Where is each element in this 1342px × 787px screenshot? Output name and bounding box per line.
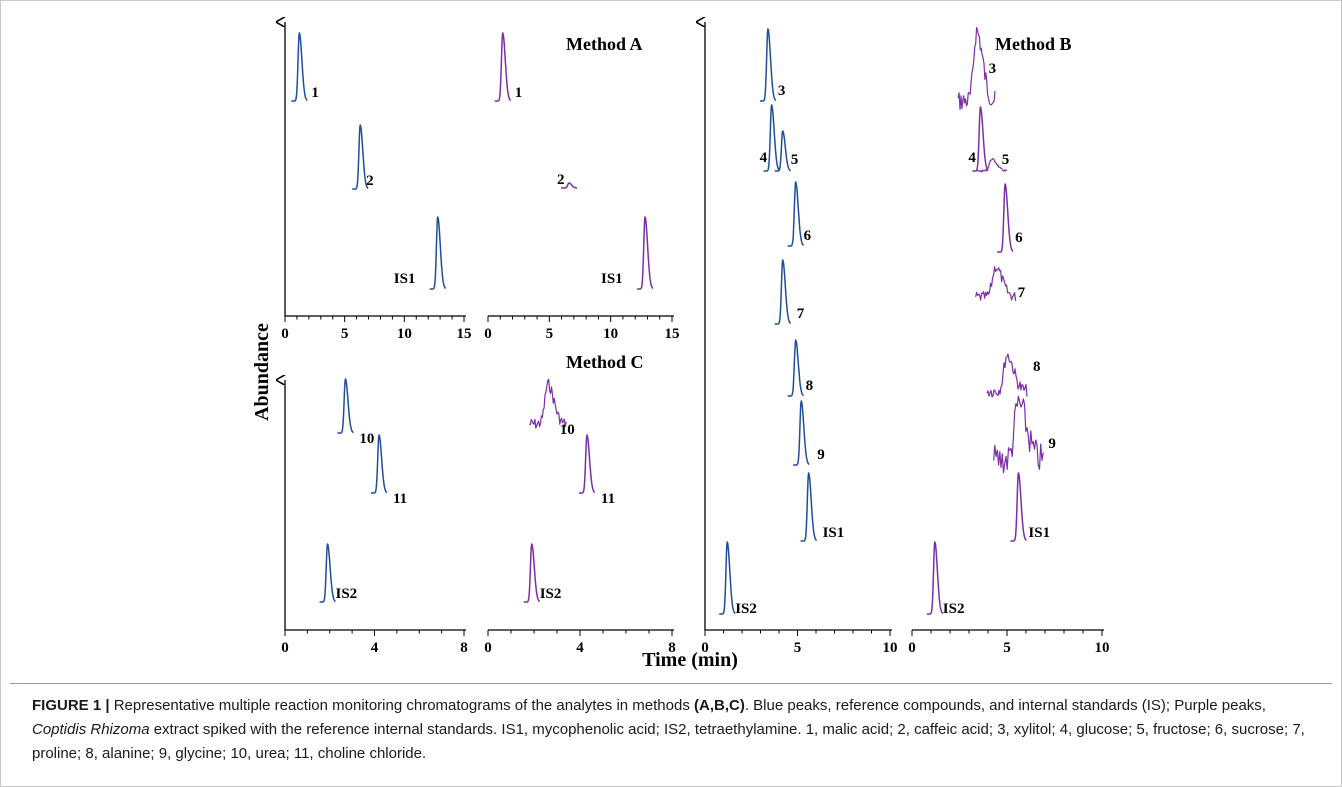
panel-3-tick-label: 0 [281, 640, 289, 656]
panel-5-peak-label-9: 9 [817, 447, 825, 463]
panel-6-peak-label-4: 4 [968, 150, 976, 166]
panel-5-peak-label-8: 8 [806, 378, 814, 394]
panel-2-peak-IS1 [636, 216, 654, 290]
panel-3-peak-11 [370, 434, 388, 494]
panel-2-peak-1 [494, 32, 512, 102]
panel-2-peak-label-1: 1 [515, 85, 523, 101]
panel-6-peak-IS2 [926, 541, 944, 615]
panel-6-peak-IS1 [1010, 472, 1027, 542]
figure-caption: FIGURE 1 | Representative multiple react… [32, 694, 1322, 766]
panel-5-peak-6 [787, 181, 805, 247]
panel-6-peak-label-6: 6 [1015, 230, 1023, 246]
caption-text-1: Representative multiple reaction monitor… [109, 697, 695, 714]
panel-5-peak-3 [759, 28, 777, 102]
panel-6-tick-label: 0 [908, 640, 916, 656]
panel-2-tick-label: 0 [484, 326, 492, 342]
panel-1-peak-IS1 [429, 216, 447, 290]
caption-methods-ref: (A,B,C) [694, 697, 745, 714]
panel-4-tick-label: 8 [668, 640, 676, 656]
panel-2-peak-label-IS1: IS1 [601, 271, 623, 287]
panel-1-tick-label: 0 [281, 326, 289, 342]
panel-1-peak-label-2: 2 [366, 173, 374, 189]
panel-6-peak-9 [993, 395, 1044, 474]
panel-3-peak-label-10: 10 [359, 431, 374, 447]
panel-6-peak-label-IS2: IS2 [943, 601, 965, 617]
caption-label: FIGURE 1 | [32, 697, 110, 714]
method-a-title: Method A [566, 34, 643, 54]
panel-5-peak-label-3: 3 [778, 83, 786, 99]
panel-5-peak-label-4: 4 [760, 150, 768, 166]
panel-6-peak-label-8: 8 [1033, 359, 1041, 375]
panel-5-peak-label-7: 7 [797, 306, 805, 322]
panel-2-tick-label: 15 [665, 326, 680, 342]
panel-5-peak-9 [792, 400, 810, 466]
panel-3-peak-label-IS2: IS2 [336, 586, 358, 602]
panel-5-tick-label: 5 [794, 640, 802, 656]
panel-5-peak-7 [774, 259, 792, 325]
panel-2-tick-label: 5 [546, 326, 554, 342]
panel-6-peak-label-9: 9 [1048, 436, 1056, 452]
panel-4-peak-label-11: 11 [601, 491, 615, 507]
panel-6-tick-label: 5 [1003, 640, 1011, 656]
panel-5-peak-IS2 [718, 541, 736, 615]
labels-layer: 0 5 10 15 1 2 IS1 0 5 10 15 1 2 IS1 0 4 8 10 11 IS2 0 4 8 10 11 I… [281, 61, 1109, 656]
panel-2-peak-label-2: 2 [557, 172, 565, 188]
panel-5-peak-IS1 [800, 472, 818, 542]
panel-1-peak-1 [290, 32, 308, 102]
panel-6-peak-label-3: 3 [989, 61, 997, 77]
panel-6-peak-6 [996, 183, 1014, 253]
panel-6-peak-label-IS1: IS1 [1028, 525, 1050, 541]
panel-6-peak-5 [976, 158, 1008, 173]
panel-2-tick-label: 10 [603, 326, 618, 342]
panel-6-peak-3 [957, 27, 996, 111]
panel-5-peak-label-IS1: IS1 [823, 525, 845, 541]
panel-2-peak-2 [560, 182, 578, 189]
panel-3-peak-IS2 [319, 543, 336, 603]
panel-5-peak-4 [763, 104, 781, 172]
method-b-title: Method B [995, 34, 1072, 54]
panel-4-tick-label: 0 [484, 640, 492, 656]
panel-5-peak-label-5: 5 [791, 152, 799, 168]
panel-4-tick-label: 4 [576, 640, 584, 656]
panel-5-tick-label: 10 [883, 640, 898, 656]
panel-5-peak-label-IS2: IS2 [735, 601, 757, 617]
panel-6-peak-label-7: 7 [1018, 285, 1026, 301]
x-axis-title: Time (min) [642, 649, 738, 671]
caption-text-2: . Blue peaks, reference compounds, and i… [744, 697, 1266, 714]
panel-3-peak-10 [337, 378, 354, 434]
panel-4-peak-IS2 [523, 543, 541, 603]
panel-5-tick-label: 0 [701, 640, 709, 656]
panel-4-peak-label-10: 10 [560, 422, 575, 438]
panel-3-tick-label: 8 [460, 640, 468, 656]
panel-5-peak-5 [774, 130, 792, 172]
panel-3-peak-label-11: 11 [393, 491, 407, 507]
caption-divider [10, 683, 1332, 684]
axes-layer [285, 22, 1104, 636]
caption-text-3: extract spiked with the reference intern… [32, 721, 1305, 762]
panel-3-tick-label: 4 [371, 640, 379, 656]
panel-5-peak-8 [787, 339, 805, 397]
panel-6-tick-label: 10 [1095, 640, 1110, 656]
panel-4-peak-10 [529, 378, 567, 429]
panel-1-tick-label: 5 [341, 326, 349, 342]
panel-6-peak-7 [975, 266, 1017, 302]
panel-6-peak-8 [986, 353, 1028, 398]
traces-layer [290, 27, 1044, 615]
panel-4-peak-label-IS2: IS2 [540, 586, 562, 602]
chromatogram-figure: 0 5 10 15 1 2 IS1 0 5 10 15 1 2 IS1 0 4 8 10 11 IS2 0 4 8 10 11 I… [251, 0, 1110, 671]
panel-1-peak-label-1: 1 [311, 85, 319, 101]
panel-1-tick-label: 10 [397, 326, 412, 342]
panel-1-peak-2 [351, 124, 369, 190]
y-axis-title: Abundance [251, 323, 273, 421]
panel-6-peak-4 [972, 106, 989, 172]
panel-1-peak-label-IS1: IS1 [394, 271, 416, 287]
panel-1-tick-label: 15 [457, 326, 472, 342]
method-c-title: Method C [566, 352, 644, 372]
panel-5-peak-label-6: 6 [804, 228, 812, 244]
panel-4-peak-11 [578, 434, 596, 494]
panel-6-peak-label-5: 5 [1002, 152, 1010, 168]
caption-species: Coptidis Rhizoma [32, 721, 150, 738]
